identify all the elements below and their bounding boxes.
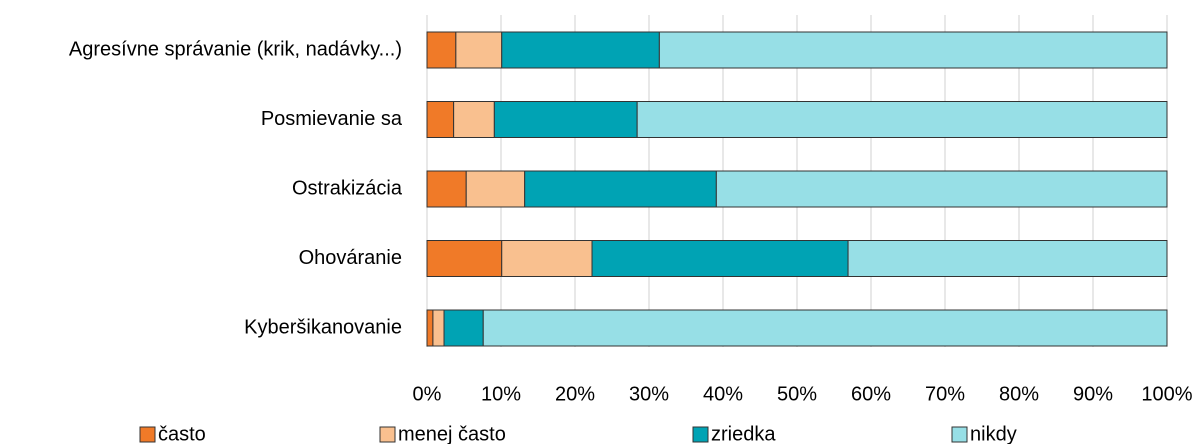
- x-tick-label: 0%: [413, 383, 442, 405]
- bar-segment: [432, 309, 445, 347]
- x-tick-label: 70%: [925, 383, 965, 405]
- x-tick-label: 90%: [1073, 383, 1113, 405]
- x-tick-label: 50%: [777, 383, 817, 405]
- bar-segment: [453, 101, 495, 138]
- x-tick-label: 60%: [851, 383, 891, 405]
- bar-segment: [501, 240, 593, 277]
- x-tick-label: 80%: [999, 383, 1039, 405]
- x-tick-label: 40%: [703, 383, 743, 405]
- bar-segment: [426, 240, 503, 277]
- legend-swatch: [692, 426, 709, 443]
- bar-segment: [426, 101, 455, 138]
- x-tick-label: 100%: [1141, 383, 1192, 405]
- bar-segment: [636, 101, 1168, 138]
- legend-label: nikdy: [970, 423, 1017, 444]
- x-tick-label: 30%: [629, 383, 669, 405]
- bar-segment: [501, 31, 660, 69]
- bar-segment: [426, 170, 467, 208]
- bar-segment: [524, 170, 717, 208]
- bar-segment: [426, 31, 457, 69]
- y-tick-label: Ostrakizácia: [292, 177, 403, 199]
- bar-segment: [658, 31, 1168, 69]
- bar-segment: [482, 309, 1168, 347]
- legend-swatch: [379, 426, 396, 443]
- bar-segment: [591, 240, 849, 277]
- y-tick-label: Kyberšikanovanie: [244, 316, 402, 338]
- x-tick-label: 20%: [555, 383, 595, 405]
- legend-swatch: [951, 426, 968, 443]
- bar-segment: [426, 309, 434, 347]
- legend-label: často: [158, 423, 206, 444]
- bar-segment: [493, 101, 638, 138]
- bar-segment: [465, 170, 526, 208]
- y-tick-label: Ohováranie: [299, 247, 402, 269]
- bar-segment: [715, 170, 1168, 208]
- x-tick-label: 10%: [481, 383, 521, 405]
- bar-segment: [847, 240, 1168, 277]
- y-tick-label: Posmievanie sa: [261, 108, 403, 130]
- bar-segment: [443, 309, 484, 347]
- bar-segment: [455, 31, 503, 69]
- y-tick-label: Agresívne správanie (krik, nadávky...): [69, 38, 402, 60]
- legend-label: zriedka: [711, 423, 776, 444]
- legend-label: menej často: [398, 423, 506, 444]
- legend-swatch: [139, 426, 156, 443]
